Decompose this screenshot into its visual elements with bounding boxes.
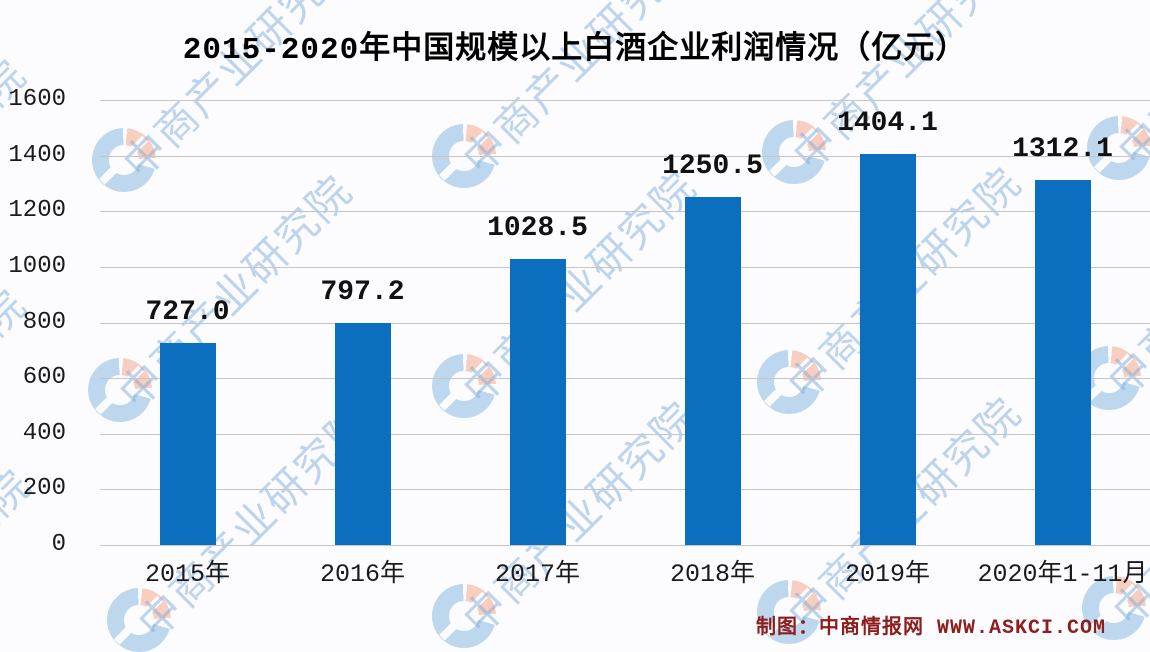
watermark: 中商产业研究院 xyxy=(92,0,365,192)
zhongshang-logo-icon xyxy=(1087,116,1150,180)
zhongshang-logo-icon xyxy=(92,128,156,192)
gridline xyxy=(100,266,1150,268)
y-axis-tick-label: 1400 xyxy=(8,141,66,169)
gridline xyxy=(100,211,1150,213)
bar-value-label: 1250.5 xyxy=(662,151,763,183)
zhongshang-logo-icon xyxy=(757,580,821,644)
gridline xyxy=(100,545,1150,546)
gridline xyxy=(100,100,1150,101)
zhongshang-logo-icon xyxy=(757,350,821,414)
y-axis-tick-label: 1000 xyxy=(8,252,66,280)
watermark: 中商产业研究院 xyxy=(762,0,1035,184)
watermark: 中商产业研究院 xyxy=(88,166,361,422)
zhongshang-logo-icon xyxy=(107,588,171,652)
y-axis-tick-label: 200 xyxy=(22,475,66,503)
watermark: 中商产业研究院 xyxy=(107,396,380,652)
watermark: 中商产业研究院 xyxy=(757,388,1030,644)
x-axis-category-label: 2020年1-11月 xyxy=(977,560,1148,589)
watermark: 中商产业研究院 xyxy=(1087,0,1150,180)
gridline xyxy=(100,433,1150,435)
bar-2020年1-11月 xyxy=(1034,180,1091,545)
bar-value-label: 1404.1 xyxy=(837,108,938,140)
y-axis-tick-label: 800 xyxy=(22,308,66,336)
gridline xyxy=(100,322,1150,324)
y-axis-tick-label: 1600 xyxy=(8,86,66,113)
y-axis-tick-label: 0 xyxy=(51,531,66,558)
gridline xyxy=(100,155,1150,157)
x-axis-category-label: 2015年 xyxy=(144,560,230,589)
bar-2017年 xyxy=(509,258,566,545)
y-axis-tick-label: 600 xyxy=(22,364,66,392)
bar-value-label: 1312.1 xyxy=(1012,134,1113,166)
x-axis-category-label: 2018年 xyxy=(669,560,755,589)
zhongshang-logo-icon xyxy=(1082,576,1146,640)
credit-line: 制图：中商情报网 WWW.ASKCI.COM xyxy=(755,617,1106,640)
bar-value-label: 1028.5 xyxy=(487,212,588,244)
chart-title: 2015-2020年中国规模以上白酒企业利润情况（亿元） xyxy=(182,33,968,68)
watermark: 中商产业研究院 xyxy=(432,162,705,418)
bar-value-label: 797.2 xyxy=(320,277,405,309)
x-axis-category-label: 2019年 xyxy=(844,560,930,589)
bar-2018年 xyxy=(684,197,741,545)
bar-2019年 xyxy=(859,154,916,545)
zhongshang-logo-icon xyxy=(432,584,496,648)
gridline xyxy=(100,489,1150,491)
x-axis-category-label: 2016年 xyxy=(319,560,405,589)
watermark: 中商产业研究院 xyxy=(432,392,705,648)
watermark: 中商产业研究院 xyxy=(1082,384,1150,640)
y-axis-tick-label: 400 xyxy=(22,419,66,447)
watermark: 中商产业研究院 xyxy=(757,158,1030,414)
zhongshang-logo-icon xyxy=(432,354,496,418)
y-axis-tick-label: 1200 xyxy=(8,197,66,225)
bar-2015年 xyxy=(159,342,216,545)
bar-2016年 xyxy=(334,323,391,545)
zhongshang-logo-icon xyxy=(762,120,826,184)
bar-value-label: 727.0 xyxy=(145,296,230,328)
gridline xyxy=(100,378,1150,380)
zhongshang-logo-icon xyxy=(88,358,152,422)
x-axis-category-label: 2017年 xyxy=(494,560,580,589)
